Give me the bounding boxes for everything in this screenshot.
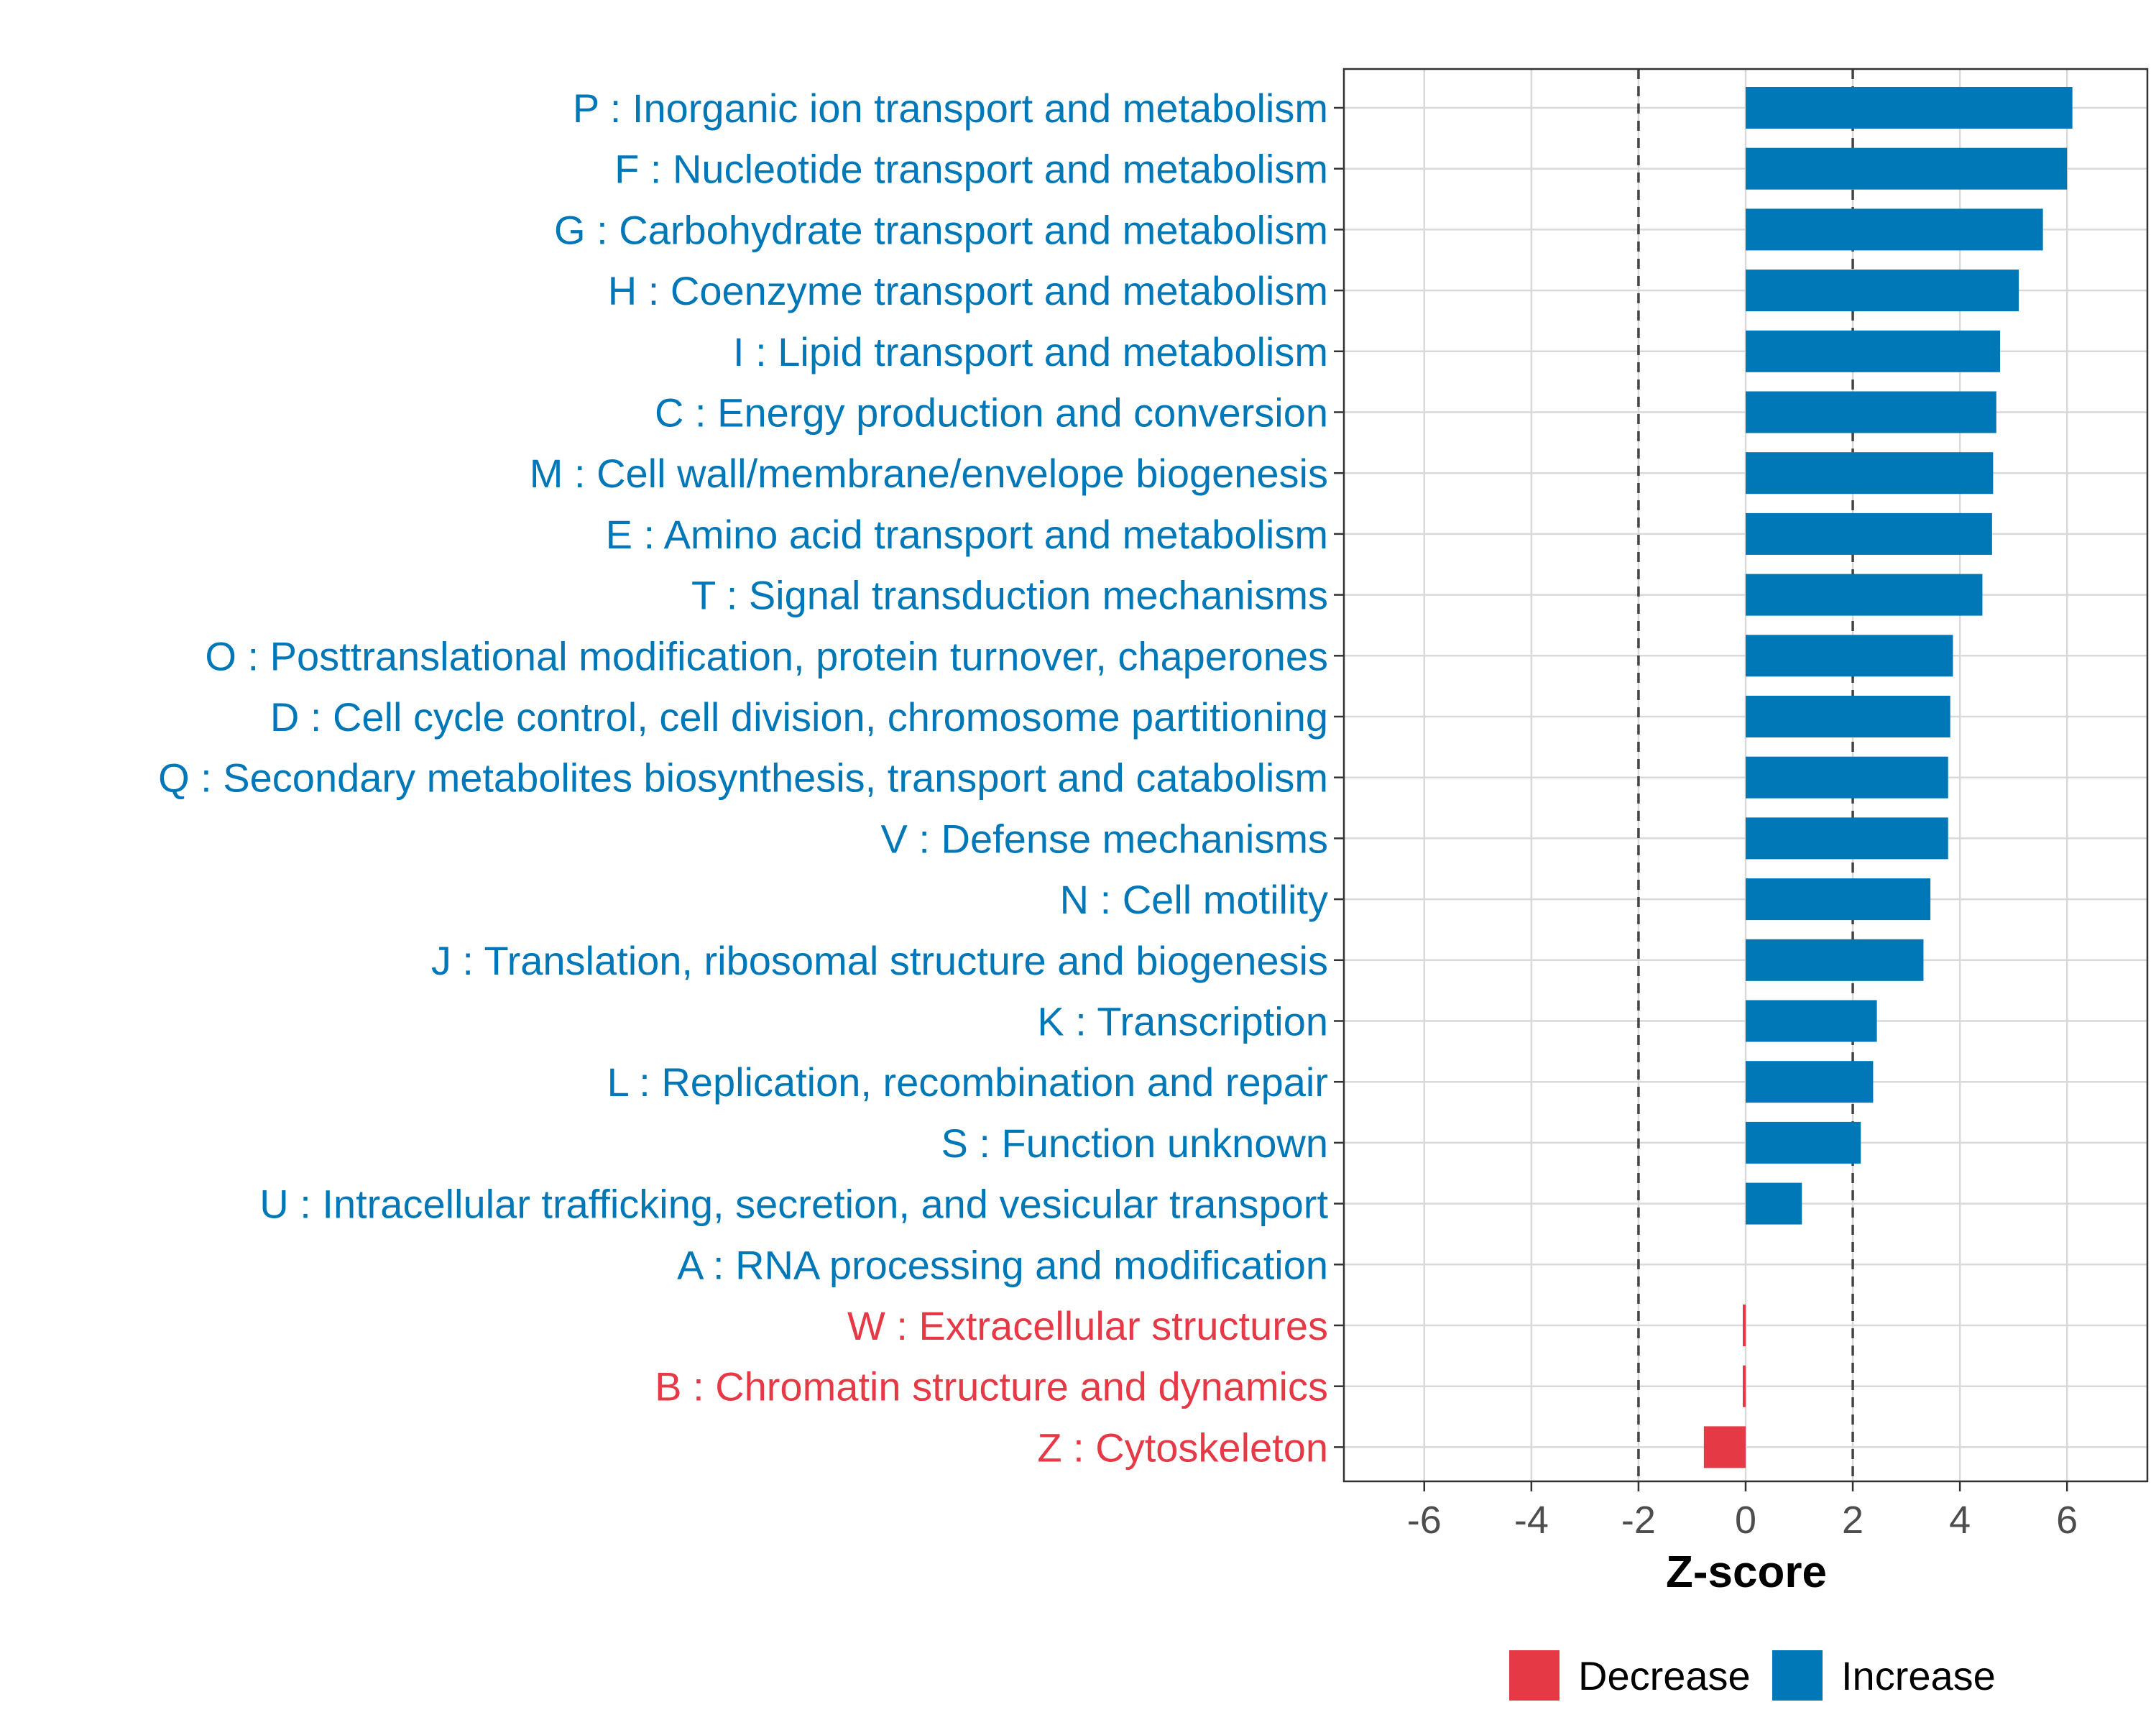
y-tick-label: T : Signal transduction mechanisms [691, 573, 1328, 618]
bar [1746, 574, 1983, 616]
y-tick-label: I : Lipid transport and metabolism [733, 329, 1328, 374]
bar [1746, 635, 1953, 677]
y-tick-label: P : Inorganic ion transport and metaboli… [573, 86, 1328, 131]
x-tick-label: 0 [1735, 1499, 1756, 1542]
x-axis-ticks: -6 -4 -2 0 2 4 6 [1407, 1481, 2078, 1542]
x-tick-label: -2 [1621, 1499, 1656, 1542]
y-tick-label: J : Translation, ribosomal structure and… [431, 938, 1328, 983]
x-tick-label: 4 [1949, 1499, 1971, 1542]
x-tick-label: 6 [2056, 1499, 2078, 1542]
bar [1746, 208, 2043, 251]
y-tick-label: L : Replication, recombination and repai… [607, 1059, 1328, 1105]
bar [1746, 939, 1924, 981]
bar [1746, 391, 1996, 433]
legend-label-increase: Increase [1841, 1653, 1996, 1698]
bar [1743, 1305, 1746, 1346]
legend-label-decrease: Decrease [1578, 1653, 1751, 1698]
y-tick-label: Q : Secondary metabolites biosynthesis, … [158, 755, 1328, 801]
bar [1746, 270, 2019, 312]
bar [1746, 756, 1948, 799]
legend-key-decrease [1509, 1650, 1560, 1701]
bar [1746, 87, 2073, 129]
x-tick-label: 2 [1842, 1499, 1864, 1542]
bar [1746, 1000, 1877, 1042]
bar [1746, 1121, 1861, 1164]
bar [1746, 512, 1992, 555]
legend: Decrease Increase [1509, 1650, 1996, 1701]
bar [1703, 1426, 1746, 1468]
x-axis-title: Z-score [1666, 1547, 1827, 1597]
y-tick-label: Z : Cytoskeleton [1037, 1425, 1328, 1470]
y-tick-label: C : Energy production and conversion [655, 390, 1328, 436]
x-tick-label: -4 [1514, 1499, 1549, 1542]
y-tick-label: G : Carbohydrate transport and metabolis… [554, 207, 1328, 252]
y-tick-label: S : Function unknown [941, 1121, 1328, 1166]
bar [1746, 147, 2068, 190]
y-tick-label: H : Coenzyme transport and metabolism [608, 268, 1328, 313]
y-tick-label: A : RNA processing and modification [677, 1242, 1328, 1287]
bar [1746, 452, 1994, 494]
bar [1746, 878, 1931, 921]
y-tick-label: W : Extracellular structures [847, 1303, 1328, 1348]
y-axis-ticks [1334, 106, 1344, 1448]
y-tick-label: B : Chromatin structure and dynamics [655, 1364, 1328, 1409]
bar [1746, 330, 2001, 372]
legend-key-increase [1772, 1650, 1823, 1701]
y-tick-label: K : Transcription [1037, 999, 1328, 1044]
bar [1746, 1061, 1874, 1103]
y-tick-label: O : Posttranslational modification, prot… [205, 633, 1328, 678]
y-tick-label: D : Cell cycle control, cell division, c… [270, 694, 1328, 740]
bar [1746, 1182, 1802, 1225]
y-tick-label: V : Defense mechanisms [881, 816, 1328, 861]
y-tick-label: E : Amino acid transport and metabolism [606, 512, 1328, 557]
bar [1746, 696, 1950, 737]
y-tick-label: U : Intracellular trafficking, secretion… [259, 1182, 1328, 1227]
y-tick-label: N : Cell motility [1060, 877, 1328, 922]
bar [1743, 1365, 1746, 1407]
threshold-lines [1637, 69, 1854, 1481]
bars [1703, 87, 2073, 1468]
bar [1746, 817, 1948, 860]
y-tick-label: M : Cell wall/membrane/envelope biogenes… [530, 451, 1328, 496]
x-tick-label: -6 [1407, 1499, 1442, 1542]
y-tick-label: F : Nucleotide transport and metabolism [614, 147, 1328, 192]
y-axis-category-labels: P : Inorganic ion transport and metaboli… [158, 86, 1328, 1470]
